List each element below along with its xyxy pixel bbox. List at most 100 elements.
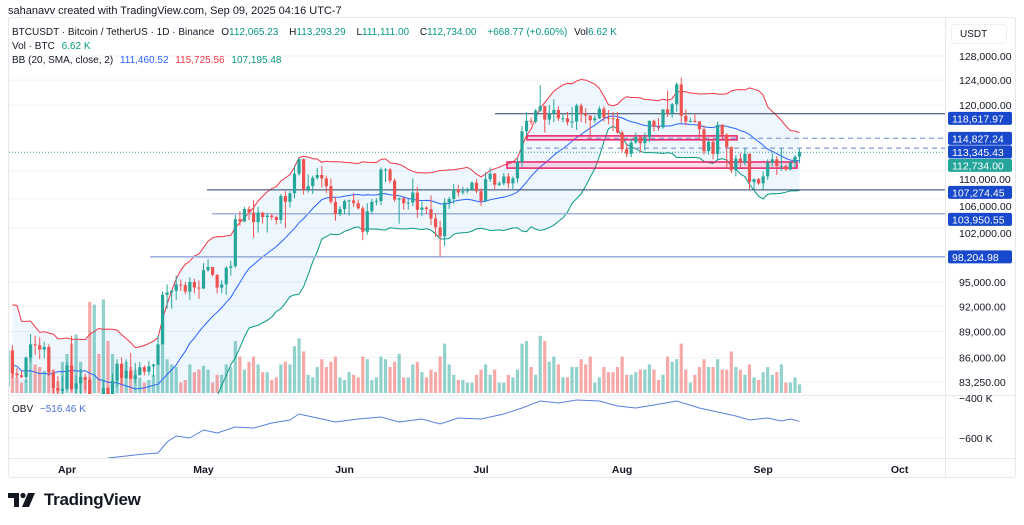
volume-bar — [165, 359, 169, 393]
volume-bar — [338, 377, 342, 393]
volume-bar — [579, 359, 583, 393]
candle-body — [620, 132, 624, 150]
volume-bar — [452, 374, 456, 393]
price-axis[interactable]: 128,000.00 124,000.00 120,000.00 110,000.00… — [959, 51, 1012, 445]
volume-bar — [679, 343, 683, 393]
volume-bar — [292, 346, 297, 393]
candle-body — [19, 375, 24, 378]
volume-bar — [461, 380, 465, 393]
candle-body — [361, 208, 365, 232]
tradingview-logo[interactable]: TradingView — [8, 490, 141, 510]
volume-bar — [602, 367, 606, 393]
volume-bar — [197, 369, 201, 393]
volume-bar — [697, 367, 702, 393]
candle-body — [779, 166, 783, 168]
candle-body — [192, 282, 196, 288]
candle-body — [797, 152, 802, 157]
close-label: C — [419, 27, 428, 38]
volume-bar — [370, 380, 374, 393]
candle-body — [311, 177, 315, 187]
bollinger-legend[interactable]: BB (20, SMA, close, 2) 111,460.52 115,72… — [12, 55, 285, 66]
candle-body — [142, 367, 146, 372]
candle-body — [33, 344, 37, 346]
candle-body — [156, 344, 160, 365]
volume-bar — [156, 354, 160, 393]
volume-bar — [342, 380, 347, 393]
candle-body — [470, 182, 474, 190]
candle-body — [543, 106, 547, 120]
candle-body — [734, 158, 738, 171]
time-axis[interactable]: Apr May Jun Jul Aug Sep Oct — [58, 464, 909, 476]
time-tick-label: Jul — [473, 464, 488, 476]
candle-body — [347, 200, 351, 202]
currency-unit-button[interactable]: USDT — [951, 24, 1007, 44]
candle-body — [629, 142, 633, 154]
candle-body — [638, 137, 642, 144]
change-value: +668.77 (+0.60%) — [487, 27, 568, 38]
obv-legend[interactable]: OBV −516.46 K — [12, 404, 86, 415]
volume-bar — [174, 367, 178, 393]
volume-bar — [183, 380, 187, 393]
candle-body — [315, 175, 319, 178]
volume-bar — [365, 359, 369, 393]
bollinger-upper-value: 115,725.56 — [175, 55, 225, 66]
level-labels: 118,617.97 114,827.24 113,345.43112,734.00… — [948, 111, 1012, 264]
volume-bar — [497, 382, 501, 393]
candle-body — [716, 124, 720, 154]
candle-body — [288, 193, 292, 202]
candle-body — [766, 162, 770, 177]
volume-bar — [615, 367, 620, 393]
volume-bar — [270, 380, 274, 393]
volume-bar — [279, 364, 283, 393]
volume-bar — [484, 364, 488, 393]
candle-body — [220, 284, 224, 288]
tradingview-logo-icon — [8, 492, 35, 507]
volume-bar — [333, 356, 338, 393]
candle-body — [270, 215, 274, 218]
price-tick-label: 83,250.00 — [959, 377, 1006, 389]
volume-bar — [15, 377, 19, 393]
candle-body — [329, 186, 333, 202]
candle-body — [474, 182, 479, 192]
volume-bar — [379, 356, 383, 393]
volume-bar — [433, 372, 438, 393]
symbol-name[interactable]: BTCUSDT · Bitcoin / TetherUS · 1D · Bina… — [12, 27, 215, 38]
volume-bar — [493, 369, 497, 393]
time-tick-label: May — [193, 464, 214, 476]
price-zone — [506, 161, 798, 169]
obv-tick-label: −400 K — [959, 393, 993, 405]
volume-bar — [238, 356, 242, 393]
candle-body — [215, 274, 219, 288]
candle-body — [584, 113, 588, 116]
volume-bar — [402, 377, 406, 393]
candle-body — [224, 267, 228, 285]
volume-bar — [634, 372, 638, 393]
volume-bar — [511, 377, 515, 393]
candle-body — [251, 212, 256, 223]
candle-body — [524, 120, 529, 132]
candle-body — [333, 201, 338, 215]
volume-indicator-label: Vol · BTC — [12, 41, 55, 52]
volume-bars — [10, 299, 802, 393]
candle-body — [465, 189, 469, 192]
candle-body — [88, 379, 92, 394]
low-label: L — [356, 27, 363, 38]
volume-bar — [220, 374, 224, 393]
volume-bar — [779, 364, 783, 393]
time-tick-label: Jun — [335, 464, 354, 476]
candle-body — [720, 124, 724, 135]
volume-bar — [447, 364, 451, 393]
candle-body — [411, 192, 415, 203]
level-label-bg — [948, 212, 1012, 226]
candle-body — [611, 118, 615, 120]
candle-body — [379, 169, 383, 202]
candle-body — [115, 363, 119, 381]
volume-bar — [720, 369, 724, 393]
candle-body — [661, 109, 665, 128]
volume-bar — [324, 367, 328, 393]
candle-body — [138, 367, 142, 376]
volume-legend[interactable]: Vol · BTC 6.62 K — [12, 41, 95, 52]
volume-bar — [684, 369, 688, 393]
candle-body — [47, 346, 51, 373]
